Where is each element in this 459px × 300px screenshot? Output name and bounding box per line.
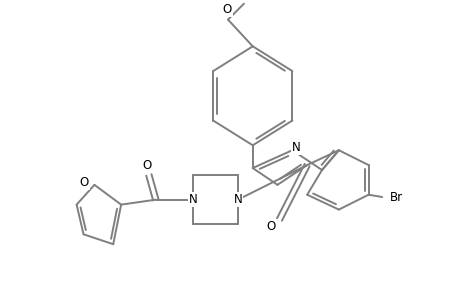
Text: O: O [266, 220, 275, 233]
Text: N: N [291, 141, 300, 154]
Text: N: N [189, 193, 197, 206]
Text: Br: Br [389, 190, 403, 203]
Text: N: N [233, 193, 242, 206]
Text: O: O [79, 176, 89, 189]
Text: O: O [222, 3, 231, 16]
Text: O: O [142, 159, 151, 172]
